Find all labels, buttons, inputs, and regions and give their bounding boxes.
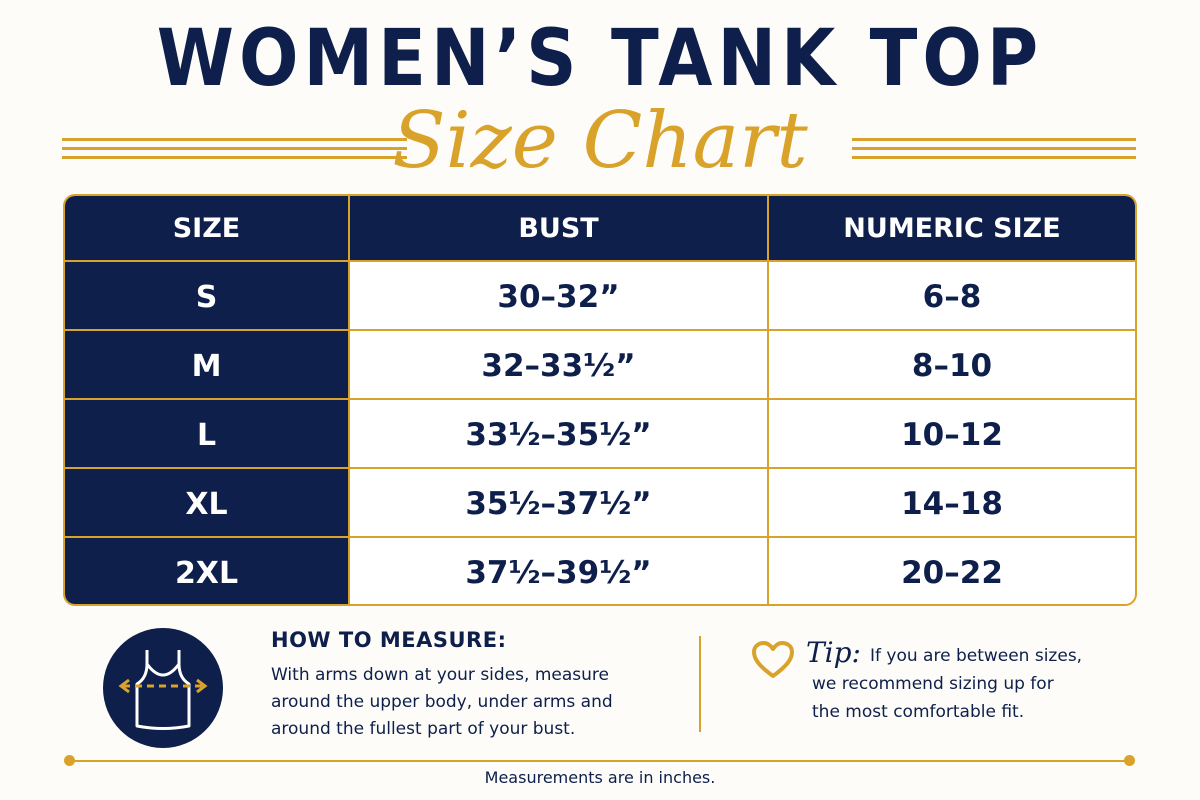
table-row: 2XL 37½–39½” 20–22	[65, 536, 1135, 604]
numeric-size-cell: 10–12	[767, 400, 1135, 470]
bust-cell: 37½–39½”	[348, 538, 767, 604]
tank-top-measure-icon	[103, 628, 223, 748]
how-to-measure-text: With arms down at your sides, measure ar…	[271, 665, 613, 739]
bust-cell: 35½–37½”	[348, 469, 767, 539]
numeric-size-cell: 8–10	[767, 331, 1135, 401]
table-row: S 30–32” 6–8	[65, 260, 1135, 332]
size-cell: L	[65, 400, 348, 470]
column-header-bust: BUST	[348, 196, 767, 260]
size-cell: XL	[65, 469, 348, 539]
footer-note: Measurements are in inches.	[484, 768, 716, 787]
table-row: L 33½–35½” 10–12	[65, 398, 1135, 470]
column-header-numeric-size: NUMERIC SIZE	[767, 196, 1135, 260]
footer-rule	[70, 760, 1130, 762]
footer-dot-left	[64, 755, 75, 766]
table-row: M 32–33½” 8–10	[65, 329, 1135, 401]
tip-text: If you are between sizes, we recommend s…	[812, 642, 1112, 726]
bust-cell: 30–32”	[348, 262, 767, 332]
size-cell: 2XL	[65, 538, 348, 604]
tip-text-line: If you are between sizes,	[870, 646, 1083, 666]
tip-text-line: we recommend sizing up for	[812, 674, 1054, 694]
page-subtitle: Size Chart	[392, 96, 808, 186]
size-cell: M	[65, 331, 348, 401]
section-divider	[699, 636, 701, 732]
numeric-size-cell: 14–18	[767, 469, 1135, 539]
table-row: XL 35½–37½” 14–18	[65, 467, 1135, 539]
numeric-size-cell: 6–8	[767, 262, 1135, 332]
page-title: WOMEN’S TANK TOP	[156, 12, 1044, 104]
how-to-measure-title: HOW TO MEASURE:	[271, 628, 507, 652]
tip-text-line: the most comfortable fit.	[812, 702, 1025, 722]
numeric-size-cell: 20–22	[767, 538, 1135, 604]
tip-label: Tip:	[806, 636, 861, 669]
size-chart-table: SIZE BUST NUMERIC SIZE S 30–32” 6–8 M 32…	[63, 194, 1137, 606]
heart-icon	[751, 640, 795, 680]
decorative-rules-right	[852, 138, 1136, 165]
table-header-row: SIZE BUST NUMERIC SIZE	[65, 196, 1135, 260]
column-header-size: SIZE	[172, 212, 241, 244]
bust-cell: 33½–35½”	[348, 400, 767, 470]
bust-cell: 32–33½”	[348, 331, 767, 401]
size-cell: S	[65, 262, 348, 332]
footer-dot-right	[1124, 755, 1135, 766]
decorative-rules-left	[62, 138, 407, 165]
